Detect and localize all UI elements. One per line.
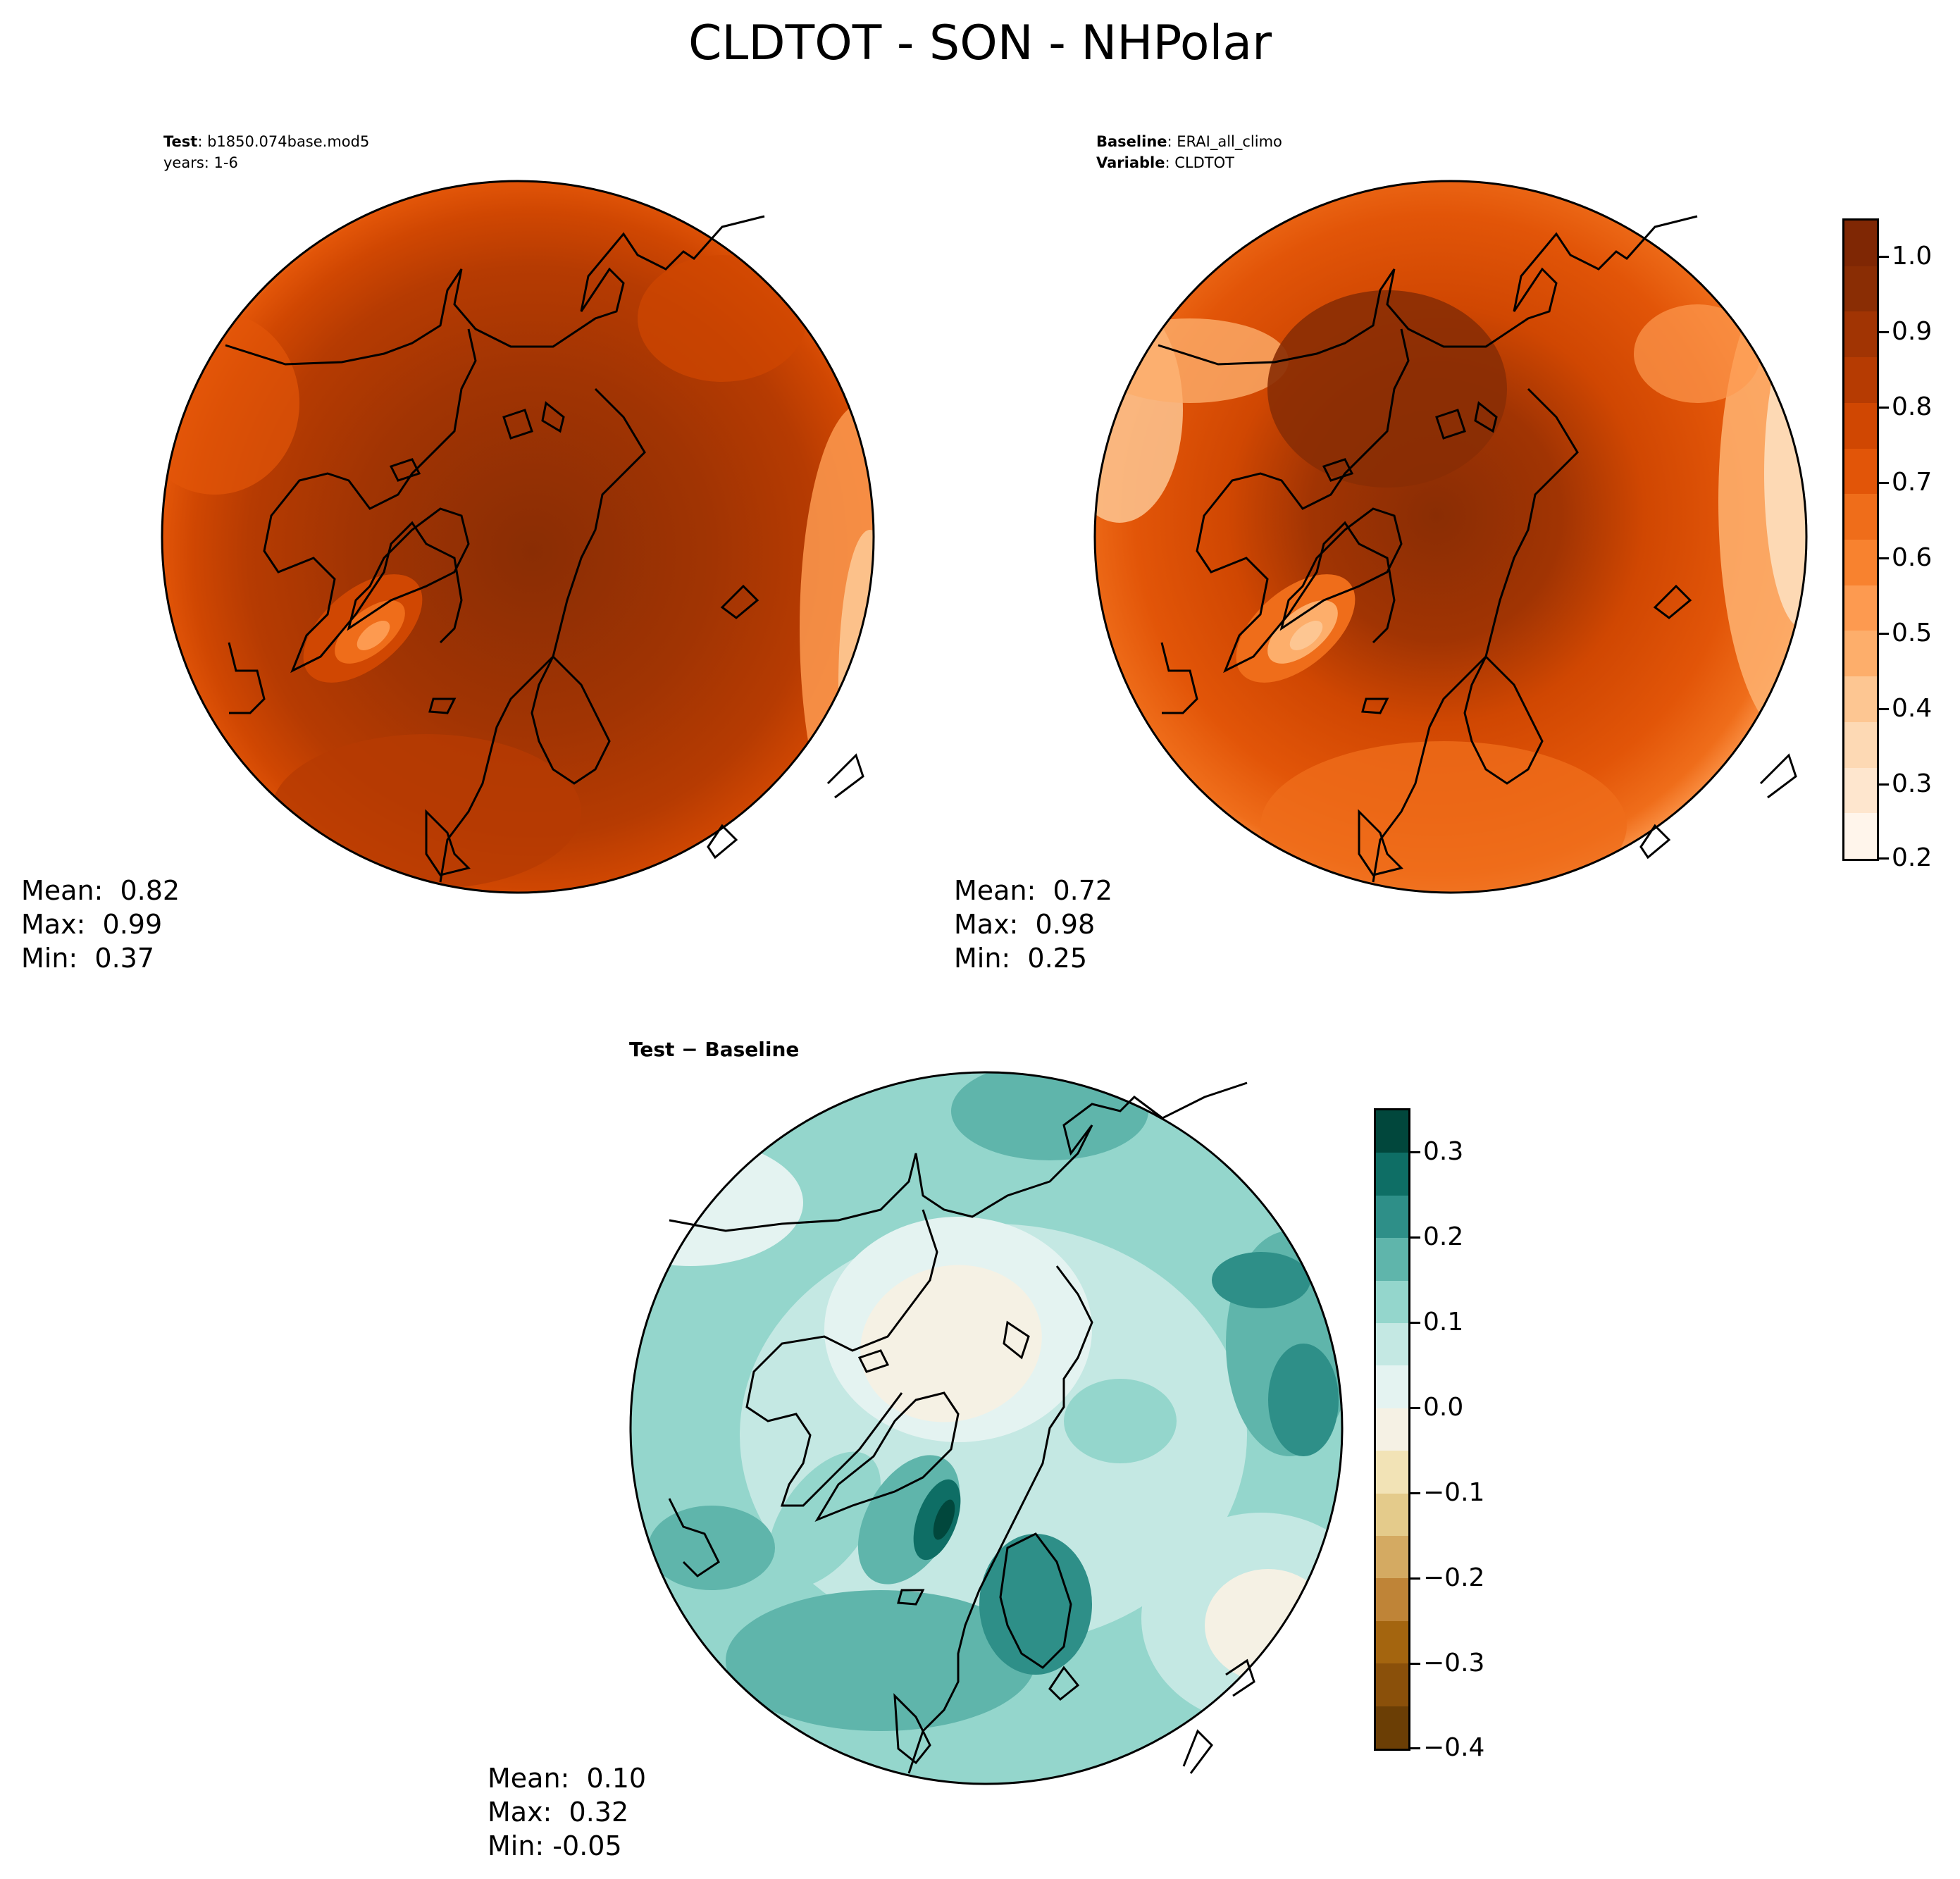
colorbar-tick — [1879, 407, 1889, 409]
baseline-coastlines — [1158, 215, 1797, 883]
colorbar-tick — [1879, 331, 1889, 333]
colorbar-tick — [1879, 557, 1889, 559]
colorbar-segment — [1376, 1577, 1408, 1621]
colorbar-segment — [1844, 539, 1877, 585]
test-stats: Mean: 0.82 Max: 0.99 Min: 0.37 — [21, 874, 180, 975]
test-label: Test: b1850.074base.mod5 years: 1-6 — [163, 131, 369, 173]
colorbar-tick — [1410, 1492, 1420, 1494]
colorbar-tick — [1879, 256, 1889, 258]
colorbar-tick-label: 0.8 — [1892, 392, 1933, 421]
colorbar-tick-label: 0.2 — [1423, 1222, 1464, 1251]
baseline-variable-key: Variable — [1096, 154, 1165, 171]
colorbar-tick-label: 0.2 — [1892, 843, 1933, 872]
colorbar-tick-label: 0.3 — [1423, 1137, 1464, 1166]
colorbar-segment — [1844, 721, 1877, 768]
colorbar-tick-label: 0.7 — [1892, 468, 1933, 497]
colorbar-tick-label: 0.9 — [1892, 317, 1933, 346]
diff-stats: Mean: 0.10 Max: 0.32 Min: -0.05 — [488, 1761, 646, 1863]
test-label-value: : b1850.074base.mod5 — [197, 133, 370, 150]
colorbar-tick — [1879, 482, 1889, 484]
test-coastlines — [225, 215, 864, 883]
diff-max: Max: 0.32 — [488, 1797, 629, 1828]
figure-title: CLDTOT - SON - NHPolar — [688, 15, 1272, 71]
colorbar-segment — [1844, 311, 1877, 358]
colorbar-tick — [1410, 1663, 1420, 1665]
test-mean: Mean: 0.82 — [21, 875, 180, 906]
diff-min: Min: -0.05 — [488, 1830, 622, 1861]
colorbar-tick — [1879, 633, 1889, 635]
colorbar-segment — [1376, 1279, 1408, 1323]
colorbar-segment — [1376, 1110, 1408, 1153]
baseline-map — [1093, 180, 1808, 894]
colorbar-tick-label: −0.1 — [1423, 1478, 1485, 1507]
colorbar-tick-label: −0.3 — [1423, 1649, 1485, 1678]
colorbar-tick — [1410, 1407, 1420, 1409]
colorbar-segment — [1376, 1450, 1408, 1494]
baseline-max: Max: 0.98 — [954, 909, 1096, 940]
diff-title: Test − Baseline — [629, 1038, 800, 1061]
colorbar-segment — [1376, 1705, 1408, 1749]
test-label-key: Test — [163, 133, 198, 150]
colorbar-tick-label: 0.1 — [1423, 1308, 1464, 1337]
colorbar-tick — [1410, 1747, 1420, 1749]
main-colorbar — [1842, 218, 1879, 861]
diff-map — [629, 1071, 1344, 1785]
colorbar-tick — [1879, 857, 1889, 860]
colorbar-tick — [1410, 1151, 1420, 1153]
colorbar-segment — [1844, 265, 1877, 312]
baseline-label-value: : ERAI_all_climo — [1167, 133, 1282, 150]
test-max: Max: 0.99 — [21, 909, 163, 940]
colorbar-segment — [1376, 1322, 1408, 1366]
baseline-label: Baseline: ERAI_all_climo Variable: CLDTO… — [1096, 131, 1282, 173]
baseline-mean: Mean: 0.72 — [954, 875, 1113, 906]
baseline-stats: Mean: 0.72 Max: 0.98 Min: 0.25 — [954, 874, 1112, 975]
colorbar-segment — [1844, 630, 1877, 677]
colorbar-tick-label: 0.5 — [1892, 619, 1933, 647]
colorbar-tick — [1410, 1322, 1420, 1324]
test-years: years: 1-6 — [163, 154, 238, 171]
colorbar-tick-label: 0.6 — [1892, 543, 1933, 572]
diff-mean: Mean: 0.10 — [488, 1763, 647, 1794]
colorbar-segment — [1844, 812, 1877, 859]
diff-colorbar — [1374, 1108, 1410, 1751]
colorbar-tick-label: 1.0 — [1892, 242, 1933, 271]
colorbar-tick — [1410, 1236, 1420, 1239]
colorbar-segment — [1376, 1237, 1408, 1281]
colorbar-segment — [1844, 402, 1877, 449]
colorbar-tick — [1879, 708, 1889, 710]
colorbar-segment — [1844, 584, 1877, 631]
baseline-variable-value: : CLDTOT — [1165, 154, 1234, 171]
colorbar-tick-label: −0.2 — [1423, 1563, 1485, 1592]
colorbar-segment — [1844, 447, 1877, 495]
colorbar-segment — [1376, 1152, 1408, 1196]
colorbar-segment — [1844, 767, 1877, 814]
colorbar-tick — [1410, 1577, 1420, 1580]
diff-coastlines — [668, 1081, 1255, 1774]
test-map — [161, 180, 875, 894]
baseline-min: Min: 0.25 — [954, 943, 1087, 974]
colorbar-segment — [1376, 1663, 1408, 1706]
colorbar-tick-label: 0.0 — [1423, 1393, 1464, 1422]
test-min: Min: 0.37 — [21, 943, 154, 974]
colorbar-segment — [1376, 1365, 1408, 1408]
colorbar-segment — [1376, 1535, 1408, 1579]
colorbar-segment — [1376, 1620, 1408, 1664]
baseline-label-key: Baseline — [1096, 133, 1167, 150]
colorbar-tick-label: 0.3 — [1892, 769, 1933, 798]
colorbar-tick-label: 0.4 — [1892, 694, 1933, 723]
colorbar-segment — [1844, 493, 1877, 540]
colorbar-segment — [1844, 356, 1877, 403]
colorbar-tick-label: −0.4 — [1423, 1733, 1485, 1762]
colorbar-segment — [1844, 221, 1877, 266]
colorbar-tick — [1879, 783, 1889, 786]
colorbar-segment — [1376, 1194, 1408, 1239]
colorbar-segment — [1844, 676, 1877, 722]
colorbar-segment — [1376, 1407, 1408, 1451]
colorbar-segment — [1376, 1492, 1408, 1536]
